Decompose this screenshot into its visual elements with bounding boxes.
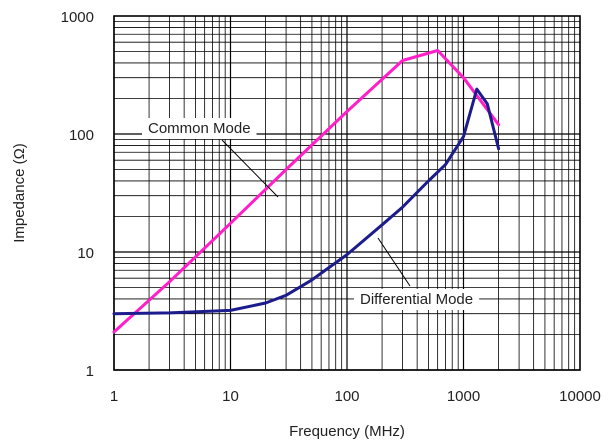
common-mode-label: Common Mode: [148, 120, 251, 137]
y-tick-label: 10: [77, 245, 94, 262]
grid: [113, 16, 580, 371]
x-tick-label: 10000: [559, 388, 601, 405]
annotations: Common Mode Differential Mode: [142, 118, 480, 310]
x-tick-label: 1000: [447, 388, 480, 405]
y-axis-label: Impedance (Ω): [11, 143, 28, 243]
y-tick-labels: 1 10 100 1000: [61, 9, 94, 380]
x-tick-label: 100: [334, 388, 359, 405]
common-mode-label-bg: [142, 118, 257, 139]
differential-mode-label-bg: [354, 289, 480, 310]
y-tick-label: 1000: [61, 9, 94, 26]
common-mode-leader-line: [221, 139, 279, 198]
x-tick-label: 1: [110, 388, 118, 405]
series-lines: [112, 49, 501, 334]
x-tick-label: 10: [222, 388, 239, 405]
x-axis-label: Frequency (MHz): [289, 423, 405, 440]
y-tick-label: 1: [86, 363, 94, 380]
y-tick-label: 100: [69, 127, 94, 144]
plot-frame: [113, 15, 581, 371]
differential-mode-leader-line: [377, 237, 411, 287]
differential-mode-label: Differential Mode: [360, 291, 473, 308]
x-tick-labels: 1 10 100 1000 10000: [110, 388, 601, 405]
